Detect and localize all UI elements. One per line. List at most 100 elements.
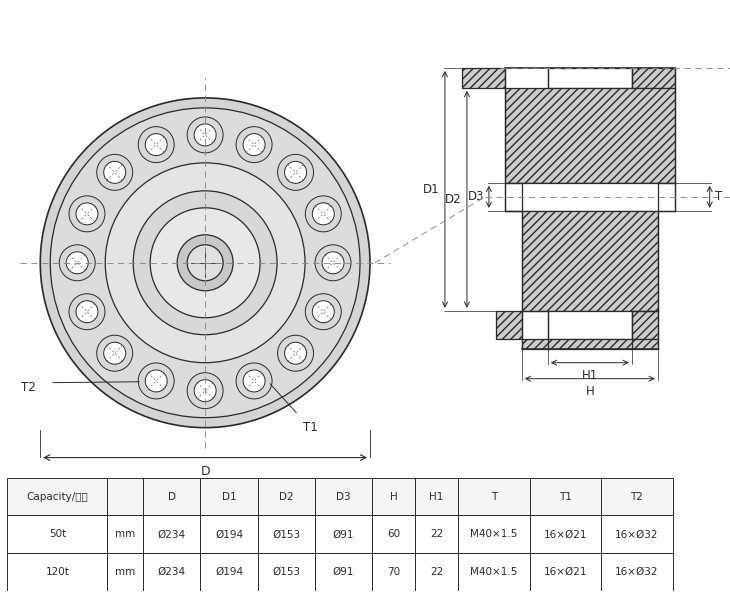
Text: Ø91: Ø91 xyxy=(333,530,354,539)
Circle shape xyxy=(145,134,167,156)
Text: D: D xyxy=(168,491,176,501)
Bar xyxy=(462,68,505,88)
Circle shape xyxy=(187,373,223,409)
Bar xyxy=(601,478,672,515)
Bar xyxy=(631,311,658,338)
Text: 广州众钑自动化科技有限公司: 广州众钑自动化科技有限公司 xyxy=(239,306,331,319)
Text: T2: T2 xyxy=(631,491,643,501)
Bar xyxy=(315,478,372,515)
Circle shape xyxy=(96,155,133,190)
Bar xyxy=(201,553,258,591)
Bar xyxy=(458,515,529,553)
Text: 120t: 120t xyxy=(45,567,69,577)
Circle shape xyxy=(104,342,126,364)
Bar xyxy=(548,68,631,88)
Circle shape xyxy=(69,196,105,232)
Bar xyxy=(107,478,143,515)
Bar xyxy=(107,553,143,591)
Circle shape xyxy=(322,252,344,274)
Circle shape xyxy=(133,191,277,335)
Bar xyxy=(505,88,675,183)
Circle shape xyxy=(305,294,342,330)
Bar xyxy=(201,515,258,553)
Text: 60: 60 xyxy=(387,530,400,539)
Text: T1: T1 xyxy=(559,491,572,501)
Circle shape xyxy=(40,98,370,427)
Text: Ø194: Ø194 xyxy=(215,530,243,539)
Text: 16×Ø21: 16×Ø21 xyxy=(544,530,587,539)
Text: Ø234: Ø234 xyxy=(158,530,186,539)
Circle shape xyxy=(312,203,334,225)
Circle shape xyxy=(243,134,265,156)
Circle shape xyxy=(315,245,351,281)
Circle shape xyxy=(145,370,167,392)
Circle shape xyxy=(236,363,272,399)
Circle shape xyxy=(105,163,305,363)
Text: Ø91: Ø91 xyxy=(333,567,354,577)
Text: 22: 22 xyxy=(430,567,443,577)
Bar xyxy=(143,478,201,515)
Bar xyxy=(372,478,415,515)
Circle shape xyxy=(104,161,126,183)
Text: M40×1.5: M40×1.5 xyxy=(470,567,518,577)
Bar xyxy=(529,553,601,591)
Bar xyxy=(7,515,107,553)
Bar xyxy=(601,515,672,553)
Text: T1: T1 xyxy=(303,421,318,433)
Text: Capacity/量程: Capacity/量程 xyxy=(26,491,88,501)
Bar xyxy=(529,515,601,553)
Text: 22: 22 xyxy=(430,530,443,539)
Circle shape xyxy=(187,117,223,153)
Circle shape xyxy=(76,301,98,323)
Bar xyxy=(258,478,315,515)
Circle shape xyxy=(285,342,307,364)
Circle shape xyxy=(194,124,216,146)
Text: T: T xyxy=(491,491,497,501)
Text: H: H xyxy=(390,491,398,501)
Text: D1: D1 xyxy=(423,183,440,196)
Text: Ø234: Ø234 xyxy=(158,567,186,577)
Bar xyxy=(143,553,201,591)
Circle shape xyxy=(236,127,272,162)
Bar xyxy=(7,478,107,515)
Text: Ø194: Ø194 xyxy=(215,567,243,577)
Bar xyxy=(522,183,658,211)
Text: D1: D1 xyxy=(222,491,237,501)
Text: 16×Ø21: 16×Ø21 xyxy=(544,567,587,577)
Bar xyxy=(258,553,315,591)
Circle shape xyxy=(59,245,95,281)
Circle shape xyxy=(177,235,233,291)
Text: Ø153: Ø153 xyxy=(272,530,300,539)
Circle shape xyxy=(138,127,174,162)
Text: T2: T2 xyxy=(20,381,35,394)
Circle shape xyxy=(243,370,265,392)
Text: mm: mm xyxy=(115,567,136,577)
Text: 16×Ø32: 16×Ø32 xyxy=(615,530,658,539)
Text: D2: D2 xyxy=(445,193,462,206)
Bar xyxy=(415,478,458,515)
Bar xyxy=(372,553,415,591)
Text: M40×1.5: M40×1.5 xyxy=(470,530,518,539)
Bar xyxy=(315,515,372,553)
Text: H: H xyxy=(585,384,594,398)
Bar xyxy=(7,553,107,591)
Bar xyxy=(415,553,458,591)
Bar xyxy=(143,515,201,553)
Bar xyxy=(529,478,601,515)
Bar xyxy=(458,478,529,515)
Circle shape xyxy=(76,203,98,225)
Text: D2: D2 xyxy=(279,491,293,501)
Text: mm: mm xyxy=(115,530,136,539)
Bar xyxy=(522,338,658,349)
Bar xyxy=(522,211,658,311)
Circle shape xyxy=(285,161,307,183)
Circle shape xyxy=(277,336,314,371)
Bar xyxy=(458,553,529,591)
Circle shape xyxy=(150,208,260,318)
Circle shape xyxy=(187,245,223,281)
Circle shape xyxy=(138,363,174,399)
Text: D3: D3 xyxy=(337,491,351,501)
Text: 16×Ø32: 16×Ø32 xyxy=(615,567,658,577)
Bar xyxy=(107,515,143,553)
Circle shape xyxy=(194,380,216,402)
